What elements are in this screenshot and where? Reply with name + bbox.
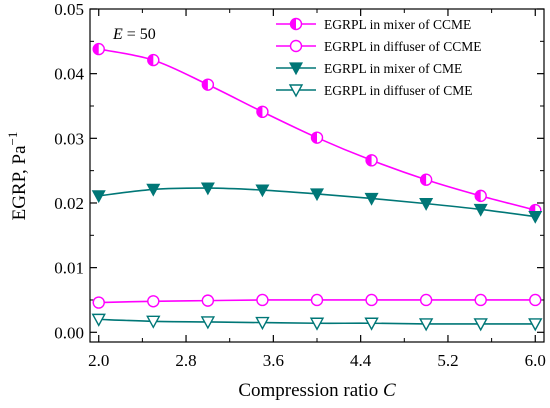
legend-item: EGRPL in mixer of CME	[276, 61, 462, 76]
marker-open-circle	[289, 39, 303, 53]
series-4	[91, 313, 543, 332]
marker-half-filled-circle	[201, 78, 215, 91]
marker-half-filled-circle	[419, 173, 433, 186]
marker-open-circle	[474, 293, 487, 307]
marker-open-down-triangle	[364, 317, 379, 331]
x-axis-title: Compression ratio C	[238, 380, 396, 401]
marker-open-circle	[256, 293, 269, 307]
marker-filled-down-triangle	[288, 62, 304, 76]
y-axis-title-text: EGRP, Pa	[9, 145, 30, 221]
marker-open-circle	[201, 294, 215, 307]
legend-item: EGRPL in diffuser of CME	[276, 83, 473, 98]
marker-filled-down-triangle	[309, 188, 325, 202]
marker-half-filled-circle	[147, 53, 160, 67]
marker-filled-down-triangle	[255, 184, 270, 198]
y-tick-label: 0.03	[54, 129, 84, 148]
series-2	[92, 293, 542, 309]
marker-open-down-triangle	[146, 315, 161, 329]
energy-annotation: E = 50	[112, 26, 156, 43]
marker-open-down-triangle	[91, 313, 106, 327]
marker-filled-down-triangle	[528, 210, 543, 224]
y-axis-title-exponent: −1	[5, 132, 20, 146]
y-tick-label: 0.05	[54, 0, 84, 19]
marker-filled-down-triangle	[364, 192, 379, 206]
y-axis-title: EGRP, Pa−1	[5, 132, 30, 221]
y-axis-ticks: 0.00 0.01 0.02 0.03 0.04 0.05	[54, 0, 544, 342]
y-tick-label: 0.00	[54, 323, 84, 342]
x-axis-title-text: Compression ratio	[238, 380, 378, 401]
marker-filled-down-triangle	[200, 182, 215, 196]
marker-open-down-triangle	[473, 318, 488, 332]
marker-open-down-triangle	[200, 316, 216, 330]
marker-open-down-triangle	[528, 318, 543, 332]
y-tick-label: 0.04	[54, 65, 84, 84]
marker-open-down-triangle	[288, 84, 304, 98]
legend-item: EGRPL in mixer of CCME	[276, 17, 471, 32]
x-tick-label: 2.8	[175, 351, 196, 370]
marker-filled-down-triangle	[473, 203, 488, 217]
legend-label: EGRPL in diffuser of CCME	[324, 39, 482, 54]
x-tick-label: 2.0	[88, 351, 109, 370]
legend-label: EGRPL in diffuser of CME	[324, 83, 473, 98]
marker-open-down-triangle	[309, 317, 325, 331]
marker-open-circle	[92, 296, 105, 309]
marker-half-filled-circle	[256, 105, 269, 119]
series-line	[98, 48, 536, 211]
marker-open-down-triangle	[418, 318, 434, 332]
annotation-symbol: E	[112, 26, 123, 43]
marker-open-circle	[529, 293, 542, 307]
marker-half-filled-circle	[474, 189, 487, 203]
marker-half-filled-circle	[310, 131, 324, 144]
x-tick-label: 3.6	[263, 351, 284, 370]
legend-item: EGRPL in diffuser of CCME	[276, 39, 482, 54]
legend-label: EGRPL in mixer of CME	[324, 61, 462, 76]
marker-half-filled-circle	[92, 42, 105, 56]
series-1	[92, 42, 542, 217]
marker-open-down-triangle	[255, 316, 270, 331]
annotation-value: = 50	[123, 26, 156, 43]
marker-half-filled-circle	[289, 17, 303, 31]
series-layer	[91, 42, 543, 332]
marker-open-circle	[419, 293, 433, 307]
y-tick-label: 0.01	[54, 259, 84, 278]
legend: EGRPL in mixer of CCME EGRPL in diffuser …	[276, 17, 482, 98]
series-3	[91, 182, 543, 224]
y-tick-label: 0.02	[54, 194, 84, 213]
x-axis-variable: C	[383, 380, 396, 401]
marker-open-circle	[310, 293, 324, 307]
x-tick-label: 4.4	[350, 351, 372, 370]
marker-half-filled-circle	[365, 154, 378, 167]
x-axis-ticks: 2.0 2.8 3.6 4.4 5.2 6.0	[88, 9, 546, 370]
marker-filled-down-triangle	[419, 198, 434, 211]
marker-filled-down-triangle	[91, 190, 106, 204]
marker-filled-down-triangle	[146, 183, 161, 197]
x-tick-label: 6.0	[525, 351, 546, 370]
x-tick-label: 5.2	[437, 351, 458, 370]
marker-open-circle	[365, 293, 378, 307]
legend-label: EGRPL in mixer of CCME	[324, 17, 471, 32]
marker-open-circle	[147, 295, 160, 308]
